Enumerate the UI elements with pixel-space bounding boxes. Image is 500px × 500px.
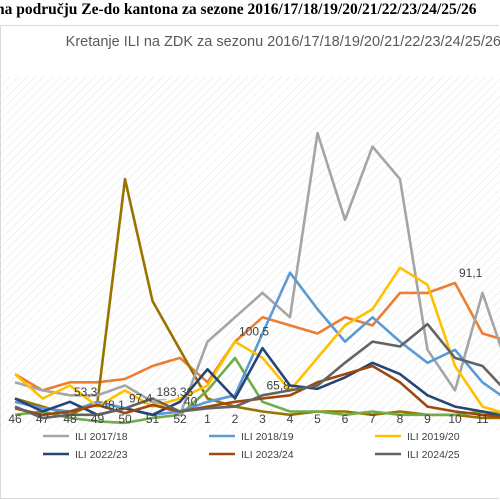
x-tick-label: 7 xyxy=(369,412,376,426)
x-tick-label: 50 xyxy=(118,412,132,426)
legend-entry-ili-2017-18: ILI 2017/18 xyxy=(75,431,128,443)
x-tick-label: 4 xyxy=(287,412,294,426)
legend: ILI 2017/18 ILI 2018/19 ILI 2019/20 ILI 202… xyxy=(43,431,460,461)
chart-frame: Kretanje ILI na ZDK za sezonu 2016/17/18… xyxy=(0,25,500,499)
x-tick-label: 8 xyxy=(397,412,404,426)
legend-entry-ili-2022-23: ILI 2022/23 xyxy=(75,449,128,461)
chart-title: Kretanje ILI na ZDK za sezonu 2016/17/18… xyxy=(66,34,500,50)
unlabeled-series-2-line xyxy=(14,177,500,420)
data-label-1: 183,36 xyxy=(157,385,194,399)
x-tick-label: 48 xyxy=(63,412,77,426)
legend-entry-ili-2019-20: ILI 2019/20 xyxy=(407,431,460,443)
legend-entry-ili-2018-19: ILI 2018/19 xyxy=(241,431,294,443)
x-tick-label: 3 xyxy=(259,412,266,426)
plot-background xyxy=(1,76,500,431)
x-tick-label: 11 xyxy=(476,412,489,426)
x-tick-label: 46 xyxy=(8,412,22,426)
x-tick-label: 47 xyxy=(36,412,50,426)
x-tick-label: 9 xyxy=(424,412,431,426)
chart-svg: Kretanje ILI na ZDK za sezonu 2016/17/18… xyxy=(1,34,500,461)
data-label-6: 40 xyxy=(184,395,198,409)
x-tick-label: 5 xyxy=(314,412,321,426)
series-ili-2017-18-line xyxy=(14,131,500,417)
data-label-4: 53,3 xyxy=(74,385,98,399)
series-layer xyxy=(14,131,500,425)
data-label-5: 48,1 xyxy=(102,398,126,412)
x-tick-label: 52 xyxy=(173,412,187,426)
x-tick-label: 1 xyxy=(204,412,211,426)
series-ili-2024-25-line xyxy=(14,322,500,420)
x-tick-label: 10 xyxy=(448,412,462,426)
x-axis-ticks: 464748495051521234567891011121314 xyxy=(8,412,489,426)
x-tick-label: 6 xyxy=(342,412,349,426)
data-label-2: 97,4 xyxy=(129,391,153,405)
series-ili-2018-19-line xyxy=(14,271,500,417)
page-title: na području Ze-do kantona za sezone 2016… xyxy=(0,1,477,18)
unlabeled-series-1-line xyxy=(14,281,500,392)
x-tick-label: 2 xyxy=(232,412,239,426)
legend-entry-ili-2024-25: ILI 2024/25 xyxy=(407,449,460,461)
data-label-8: 91,1 xyxy=(459,266,483,280)
x-tick-label: 51 xyxy=(146,412,160,426)
legend-entry-ili-2023-24: ILI 2023/24 xyxy=(241,449,294,461)
series-ili-2023-24-line xyxy=(14,364,500,419)
data-label-7: 65,8 xyxy=(267,378,291,392)
x-tick-label: 49 xyxy=(91,412,105,426)
data-label-3: 100,5 xyxy=(239,325,269,339)
